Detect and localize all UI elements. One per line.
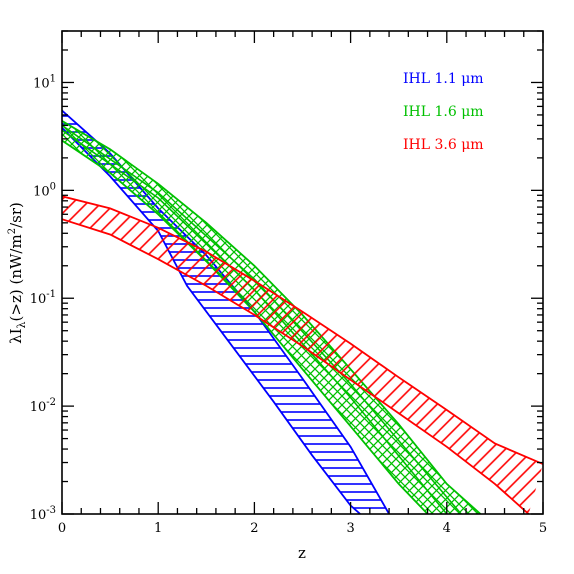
x-tick-labels: 0 1 2 3 4 5 (58, 521, 547, 536)
y-axis-title-subscript: λ (15, 321, 28, 328)
y-axis-title: λIλ(>z) (nW/m2/sr) (7, 202, 28, 344)
ticks-layer (61, 30, 544, 515)
legend-entry-1: IHL 1.6 μm (403, 104, 484, 120)
x-tick-label: 3 (346, 521, 354, 536)
legend-entry-0: IHL 1.1 μm (403, 71, 484, 87)
x-tick-label: 0 (58, 521, 66, 536)
band-lower-line-2 (62, 218, 530, 514)
y-axis-title-lambda: λI (7, 328, 25, 344)
band-upper-line-2 (62, 195, 543, 465)
y-axis-title-arg: (>z) (7, 289, 25, 321)
y-axis-title-units-pre: (nW/m (7, 234, 25, 289)
x-axis-title: z (298, 544, 306, 562)
x-tick-label: 5 (539, 521, 547, 536)
x-tick-label: 4 (443, 521, 451, 536)
y-tick-label: 101 (33, 73, 56, 91)
y-tick-label: 100 (33, 181, 56, 199)
legend-entry-2: IHL 3.6 μm (403, 137, 484, 153)
y-tick-label: 10-3 (30, 505, 56, 523)
x-tick-label: 1 (154, 521, 162, 536)
band-hatch-0 (62, 110, 390, 514)
band-upper-line-1 (62, 120, 482, 514)
y-tick-label: 10-1 (30, 289, 56, 307)
legend: IHL 1.1 μm IHL 1.6 μm IHL 3.6 μm (403, 71, 484, 153)
y-axis-title-units-post: /sr) (7, 202, 25, 228)
y-tick-label: 10-2 (30, 397, 56, 415)
band-inner-line-1-1 (62, 124, 462, 514)
y-axis-title-units-sup: 2 (7, 228, 18, 234)
plot-frame (61, 30, 544, 515)
x-tick-label: 2 (250, 521, 258, 536)
svg-text:λIλ(>z) (nW/m2/sr): λIλ(>z) (nW/m2/sr) (7, 202, 28, 344)
y-tick-labels: 10-3 10-2 10-1 100 101 (30, 73, 56, 523)
band-lower-line-0 (62, 127, 361, 514)
band-hatch-2 (62, 196, 543, 514)
bands-layer (62, 109, 543, 514)
series-band-2 (62, 195, 543, 514)
